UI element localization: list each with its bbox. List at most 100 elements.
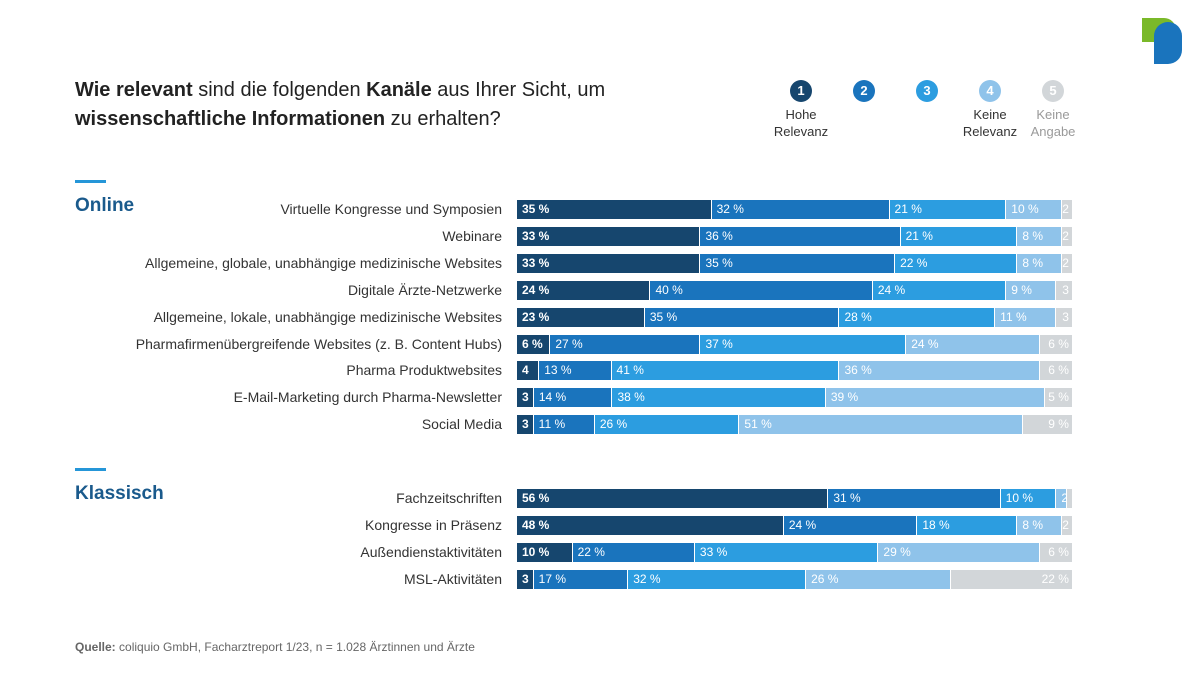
bar-segment: 35 %	[700, 253, 896, 273]
bar-segment: 6 %	[517, 334, 551, 354]
bar-segment: 39 %	[825, 388, 1045, 408]
bar-segment: 11 %	[995, 307, 1057, 327]
bar-segment: 41 %	[611, 361, 840, 381]
bar-segment: 10 %	[1006, 200, 1062, 219]
legend-item-1: 1 Hohe Relevanz	[766, 80, 836, 140]
bar-segment: 14 %	[533, 388, 613, 408]
bar-segment: 6 %	[1039, 542, 1073, 562]
bar-segment: 3	[1056, 307, 1073, 327]
bar-segment: 13 %	[539, 361, 612, 381]
bar-segment: 8 %	[1017, 515, 1062, 535]
bar-segment: 3	[517, 569, 534, 589]
legend-swatch: 4	[979, 80, 1001, 102]
bar-segment: 33 %	[694, 542, 879, 562]
bar-segment: 10 %	[517, 542, 573, 562]
bar-segment: 51 %	[739, 415, 1023, 435]
source-label: Quelle:	[75, 640, 116, 654]
bar-segment: 56 %	[517, 489, 829, 508]
bar-segment: 2	[1061, 515, 1073, 535]
bar-segment: 35 %	[644, 307, 840, 327]
row-label: Außendienstaktivitäten	[360, 543, 502, 560]
bar-segment: 11 %	[533, 415, 595, 435]
bar-segment: 2	[1061, 226, 1073, 246]
bar-segment: 18 %	[917, 515, 1018, 535]
legend-item-4: 4 Keine Relevanz	[955, 80, 1025, 140]
bar-segment: 26 %	[806, 569, 951, 589]
legend-item-5: 5 Keine Angabe	[1018, 80, 1088, 140]
bar-segment: 6 %	[1039, 361, 1073, 381]
bar-segment: 24 %	[517, 280, 651, 300]
bar-segment: 32 %	[628, 569, 807, 589]
legend-swatch: 3	[916, 80, 938, 102]
bar-segment: 22 %	[950, 569, 1073, 589]
legend-swatch: 5	[1042, 80, 1064, 102]
legend-item-3: 3	[892, 80, 962, 106]
bar-segment: 8 %	[1017, 253, 1062, 273]
row-label: Pharmafirmenübergreifende Websites (z. B…	[135, 335, 502, 352]
bar-segment: 32 %	[711, 200, 890, 219]
bar-segment: 37 %	[700, 334, 907, 354]
row-label: MSL-Aktivitäten	[403, 570, 502, 587]
bar-segment: 2	[1056, 489, 1068, 508]
bar-segment: 8 %	[1017, 226, 1062, 246]
bar-segment: 33 %	[517, 226, 701, 246]
bar-segment: 3	[1056, 280, 1073, 300]
section-title: Klassisch	[75, 483, 164, 504]
row-label: Social Media	[421, 416, 502, 433]
title-part: wissenschaftliche Informationen	[75, 108, 386, 130]
row-label: Virtuelle Kongresse und Symposien	[280, 201, 502, 217]
legend-item-2: 2	[829, 80, 899, 106]
title-part: Kanäle	[366, 79, 432, 101]
bar-segment: 31 %	[828, 489, 1001, 508]
bar-segment: 27 %	[550, 334, 701, 354]
coliquio-logo-icon	[1142, 18, 1182, 64]
bar-segment: 21 %	[889, 200, 1007, 219]
bar-segment: 9 %	[1006, 280, 1057, 300]
bar-segment: 23 %	[517, 307, 645, 327]
bar-segment: 24 %	[906, 334, 1040, 354]
row-label: Allgemeine, globale, unabhängige medizin…	[145, 254, 502, 271]
title-part: sind die folgenden	[192, 79, 367, 101]
bar-segment: 4	[517, 361, 540, 381]
bar-segment: 48 %	[517, 515, 784, 535]
bar-segment: 9 %	[1022, 415, 1073, 435]
row-label: Webinare	[442, 227, 502, 244]
chart-title: Wie relevant sind die folgenden Kanäle a…	[75, 76, 695, 134]
section-accent-line	[75, 180, 106, 183]
bar-segment: 24 %	[872, 280, 1007, 300]
bar-segment: 21 %	[900, 226, 1018, 246]
row-label: Digitale Ärzte-Netzwerke	[347, 281, 502, 298]
bar-segment: 3	[517, 415, 534, 435]
row-label: Allgemeine, lokale, unabhängige medizini…	[153, 308, 502, 325]
section-accent-line	[75, 468, 106, 471]
bar-segment: 36 %	[700, 226, 901, 246]
bar-segment: 29 %	[878, 542, 1040, 562]
bar-segment: 6 %	[1039, 334, 1073, 354]
bar-segment: 26 %	[594, 415, 740, 435]
bar-segment: 38 %	[612, 388, 826, 408]
bar-segment: 22 %	[572, 542, 695, 562]
legend-label: Keine Relevanz	[962, 107, 1018, 139]
bar-segment: 36 %	[839, 361, 1040, 381]
bar-segment: 10 %	[1000, 489, 1057, 508]
title-part: aus Ihrer Sicht, um	[431, 79, 606, 101]
source-text: coliquio GmbH, Facharztreport 1/23, n = …	[115, 640, 475, 654]
bar-segment: 33 %	[517, 253, 701, 273]
row-label: Pharma Produktwebsites	[346, 362, 502, 379]
section-title: Online	[75, 195, 135, 216]
row-label: E-Mail-Marketing durch Pharma-Newsletter	[233, 389, 502, 406]
bar-segment: 22 %	[895, 253, 1018, 273]
bar-segment	[1067, 489, 1073, 508]
title-part: zu erhalten?	[385, 108, 501, 130]
bar-segment: 40 %	[650, 280, 873, 300]
bar-segment: 24 %	[783, 515, 918, 535]
legend-swatch: 2	[853, 80, 875, 102]
legend-swatch: 1	[790, 80, 812, 102]
bar-segment: 2	[1061, 200, 1073, 219]
row-label: Fachzeitschriften	[396, 490, 502, 506]
bar-segment: 2	[1061, 253, 1073, 273]
row-label: Kongresse in Präsenz	[365, 516, 502, 533]
legend-label: Keine Angabe	[1030, 107, 1076, 139]
source-note: Quelle: coliquio GmbH, Facharztreport 1/…	[75, 640, 475, 654]
bar-segment: 5 %	[1044, 388, 1073, 408]
